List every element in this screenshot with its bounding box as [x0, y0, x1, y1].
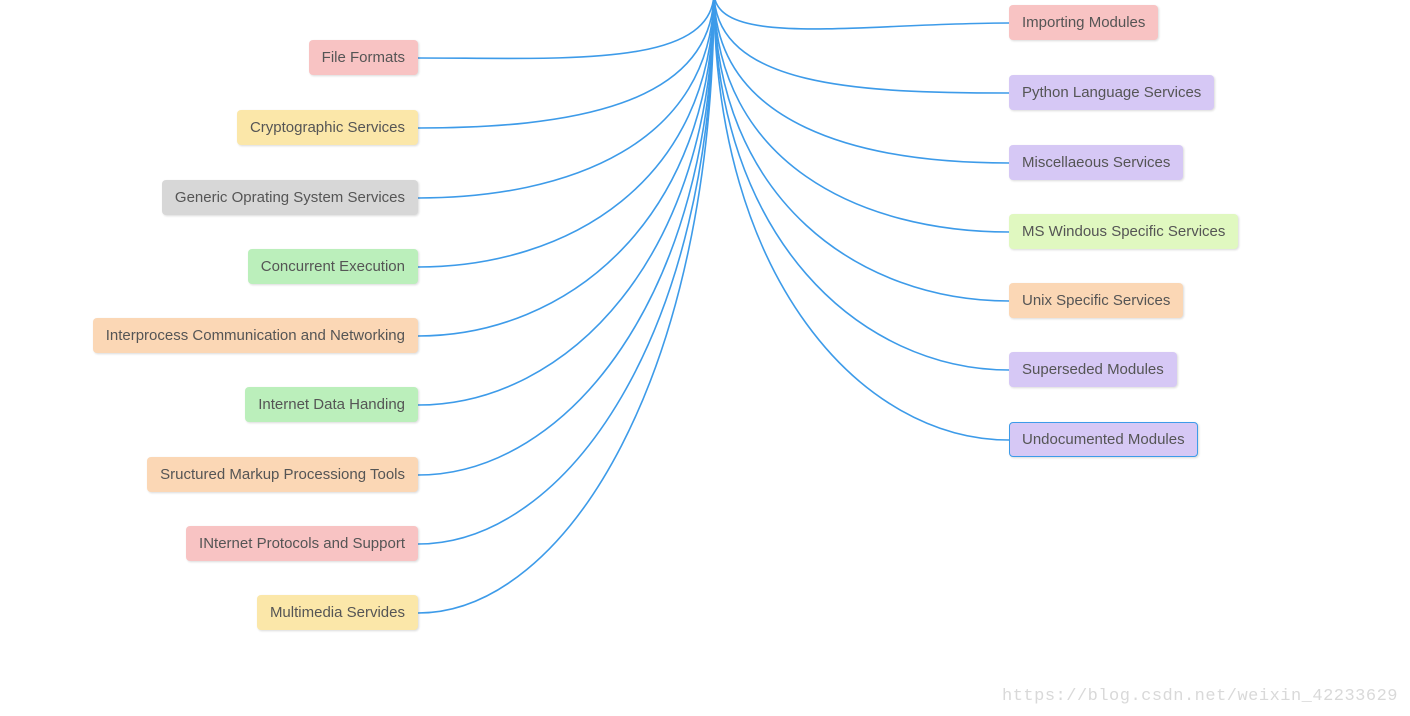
watermark-text: https://blog.csdn.net/weixin_42233629	[1002, 687, 1398, 706]
node-label: Undocumented Modules	[1022, 431, 1185, 448]
node-label: Multimedia Servides	[270, 604, 405, 621]
edge-ipc-networking	[418, 0, 714, 336]
edge-multimedia	[418, 0, 714, 613]
edge-structured-markup	[418, 0, 714, 475]
mindmap-node-multimedia[interactable]: Multimedia Servides	[257, 595, 418, 630]
mindmap-node-superseded[interactable]: Superseded Modules	[1009, 352, 1177, 387]
node-label: Importing Modules	[1022, 14, 1145, 31]
edge-importing-modules	[714, 0, 1009, 29]
node-label: Generic Oprating System Services	[175, 189, 405, 206]
edge-unix-services	[714, 0, 1009, 301]
node-label: INternet Protocols and Support	[199, 535, 405, 552]
node-label: Sructured Markup Processiong Tools	[160, 466, 405, 483]
mindmap-node-ms-windows[interactable]: MS Windous Specific Services	[1009, 214, 1238, 249]
mindmap-node-misc-services[interactable]: Miscellaeous Services	[1009, 145, 1183, 180]
node-label: Python Language Services	[1022, 84, 1201, 101]
mindmap-node-undocumented[interactable]: Undocumented Modules	[1009, 422, 1198, 457]
edge-ms-windows	[714, 0, 1009, 232]
mindmap-node-internet-data[interactable]: Internet Data Handing	[245, 387, 418, 422]
mindmap-node-unix-services[interactable]: Unix Specific Services	[1009, 283, 1183, 318]
mindmap-node-file-formats[interactable]: File Formats	[309, 40, 418, 75]
node-label: Miscellaeous Services	[1022, 154, 1170, 171]
node-label: File Formats	[322, 49, 405, 66]
mindmap-node-concurrent[interactable]: Concurrent Execution	[248, 249, 418, 284]
node-label: Internet Data Handing	[258, 396, 405, 413]
mindmap-node-importing-modules[interactable]: Importing Modules	[1009, 5, 1158, 40]
node-label: Unix Specific Services	[1022, 292, 1170, 309]
edge-superseded	[714, 0, 1009, 370]
edge-internet-protocols	[418, 0, 714, 544]
edge-python-lang-services	[714, 0, 1009, 93]
edge-undocumented	[714, 0, 1009, 440]
node-label: MS Windous Specific Services	[1022, 223, 1225, 240]
mindmap-node-structured-markup[interactable]: Sructured Markup Processiong Tools	[147, 457, 418, 492]
mindmap-node-ipc-networking[interactable]: Interprocess Communication and Networkin…	[93, 318, 418, 353]
edge-internet-data	[418, 0, 714, 405]
node-label: Concurrent Execution	[261, 258, 405, 275]
node-label: Cryptographic Services	[250, 119, 405, 136]
mindmap-node-python-lang-services[interactable]: Python Language Services	[1009, 75, 1214, 110]
node-label: Superseded Modules	[1022, 361, 1164, 378]
node-label: Interprocess Communication and Networkin…	[106, 327, 405, 344]
edge-cryptographic	[418, 0, 714, 128]
mindmap-node-cryptographic[interactable]: Cryptographic Services	[237, 110, 418, 145]
mindmap-node-internet-protocols[interactable]: INternet Protocols and Support	[186, 526, 418, 561]
edge-generic-os	[418, 0, 714, 198]
edge-concurrent	[418, 0, 714, 267]
mindmap-node-generic-os[interactable]: Generic Oprating System Services	[162, 180, 418, 215]
edge-file-formats	[418, 0, 714, 58]
